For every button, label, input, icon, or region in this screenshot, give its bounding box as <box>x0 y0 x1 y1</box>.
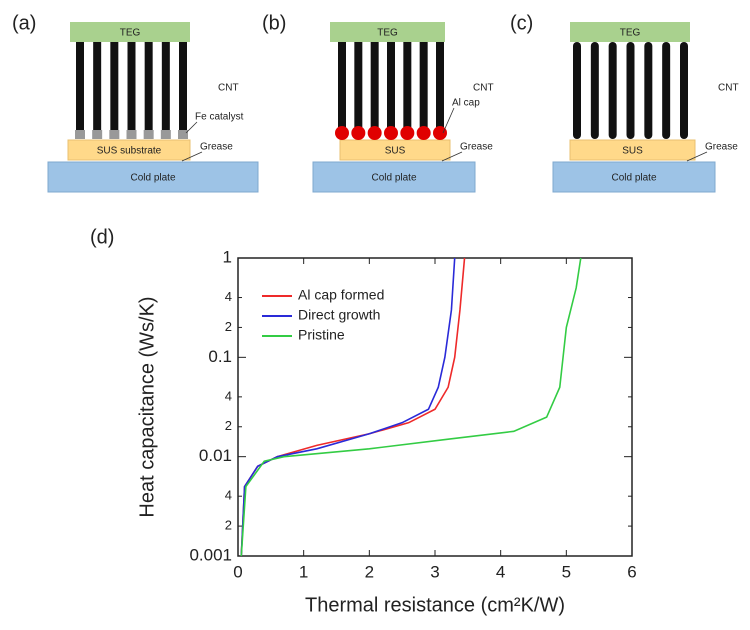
cnt <box>419 42 428 132</box>
y-tick-label: 4 <box>225 488 232 503</box>
legend-label: Direct growth <box>298 307 380 323</box>
al-cap <box>384 126 398 140</box>
cnt <box>370 42 379 132</box>
teg-label: TEG <box>377 28 398 39</box>
plate-label: Cold plate <box>130 173 175 184</box>
y-tick-label: 2 <box>225 319 232 334</box>
catalyst <box>160 130 171 139</box>
panel-label: (b) <box>262 12 286 34</box>
tip-label: Fe catalyst <box>195 112 244 123</box>
substrate-label: SUS <box>385 146 406 157</box>
cnt <box>179 42 187 130</box>
x-tick-label: 5 <box>562 562 571 581</box>
cold-plate <box>47 161 259 193</box>
cnt <box>76 42 84 130</box>
tip-label: Al cap <box>452 98 480 109</box>
x-tick-label: 4 <box>496 562 505 581</box>
al-cap <box>416 126 431 140</box>
cnt-label: CNT <box>718 83 739 94</box>
catalyst <box>126 130 137 139</box>
al-cap <box>367 126 382 140</box>
al-cap <box>335 126 349 140</box>
catalyst <box>178 130 188 139</box>
x-tick-label: 0 <box>233 562 242 581</box>
cnt-label: CNT <box>473 83 494 94</box>
cnt <box>436 42 444 132</box>
y-tick-label: 2 <box>225 518 232 533</box>
legend-label: Al cap formed <box>298 287 384 303</box>
y-tick-label: 4 <box>225 289 232 304</box>
cnt <box>144 42 153 130</box>
cnt <box>644 42 653 139</box>
y-tick-label: 0.001 <box>189 545 232 564</box>
leader <box>185 121 198 134</box>
grease-label: Grease <box>460 142 493 153</box>
line <box>240 257 582 557</box>
substrate <box>67 139 191 161</box>
cnt <box>403 42 412 132</box>
cnt <box>608 42 617 139</box>
teg <box>70 22 190 42</box>
cnt <box>626 42 635 139</box>
cnt <box>573 42 581 139</box>
cnt <box>354 42 363 132</box>
cnt <box>110 42 119 130</box>
cnt <box>127 42 136 130</box>
substrate-label: SUS substrate <box>97 146 162 157</box>
substrate <box>569 139 696 161</box>
substrate-label: SUS <box>622 146 643 157</box>
catalyst <box>143 130 154 139</box>
y-tick-label: 4 <box>225 388 232 403</box>
panel-label: (d) <box>90 226 114 248</box>
plate-label: Cold plate <box>371 173 416 184</box>
catalyst <box>92 130 103 139</box>
line <box>240 257 456 557</box>
teg <box>330 22 445 42</box>
y-tick-label: 0.01 <box>199 446 232 465</box>
grease-label: Grease <box>200 142 233 153</box>
al-cap <box>351 126 366 140</box>
substrate <box>339 139 451 161</box>
cnt <box>590 42 599 139</box>
grease-label: Grease <box>705 142 738 153</box>
cnt <box>161 42 170 130</box>
y-tick-label: 0.1 <box>208 347 232 366</box>
cnt <box>338 42 346 132</box>
x-tick-label: 1 <box>299 562 308 581</box>
leader <box>442 107 455 134</box>
cold-plate <box>552 161 716 193</box>
teg <box>570 22 690 42</box>
x-tick-label: 2 <box>365 562 374 581</box>
al-cap <box>400 126 415 140</box>
leader <box>181 151 203 162</box>
cnt <box>387 42 395 132</box>
x-axis-label: Thermal resistance (cm²K/W) <box>305 594 565 616</box>
plate-label: Cold plate <box>611 173 656 184</box>
panel-label: (a) <box>12 12 36 34</box>
al-cap <box>433 126 447 140</box>
leader <box>686 151 708 162</box>
teg-label: TEG <box>120 28 141 39</box>
leader <box>441 151 463 162</box>
legend-label: Pristine <box>298 327 345 343</box>
y-tick-label: 2 <box>225 418 232 433</box>
cnt <box>93 42 102 130</box>
y-tick-label: 1 <box>223 247 232 266</box>
cnt <box>680 42 688 139</box>
x-tick-label: 3 <box>430 562 439 581</box>
catalyst <box>75 130 85 139</box>
y-axis-label: Heat capacitance (Ws/K) <box>136 296 158 517</box>
cold-plate <box>312 161 476 193</box>
x-tick-label: 6 <box>627 562 636 581</box>
teg-label: TEG <box>620 28 641 39</box>
cnt <box>662 42 671 139</box>
cnt-label: CNT <box>218 83 239 94</box>
panel-label: (c) <box>510 12 533 34</box>
catalyst <box>109 130 120 139</box>
